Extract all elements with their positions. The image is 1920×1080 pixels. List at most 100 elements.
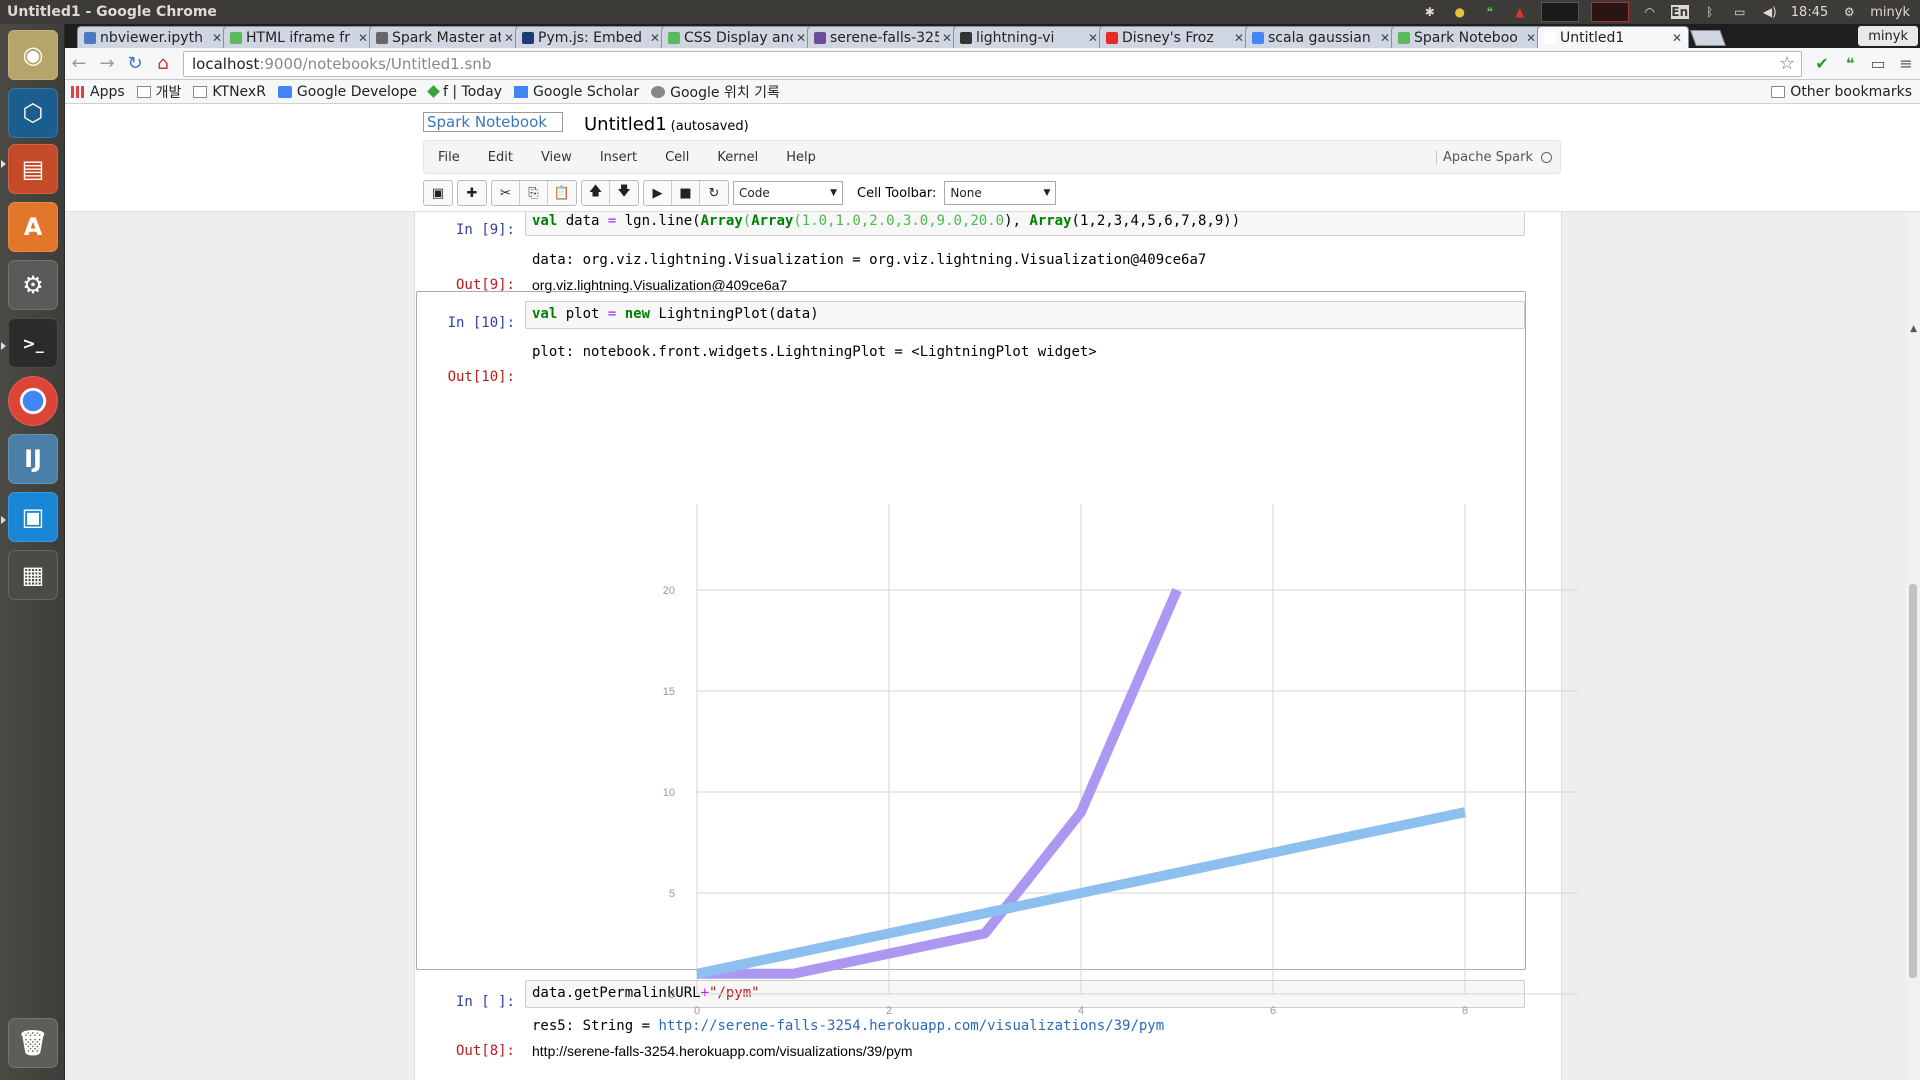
files-icon[interactable]: ▤ [8, 144, 58, 194]
browser-tab[interactable]: Pym.js: Embed ✕ [515, 26, 667, 48]
volume-icon[interactable]: ◀) [1762, 5, 1777, 19]
close-tab-icon[interactable]: ✕ [1671, 30, 1682, 45]
clock[interactable]: 18:45 [1790, 4, 1829, 20]
scroll-up-arrow-icon[interactable]: ▲ [1910, 324, 1917, 334]
cut-icon[interactable]: ✂ [492, 181, 520, 205]
terminal-icon[interactable]: >_ [8, 318, 58, 368]
chrome-icon[interactable] [8, 376, 58, 426]
menu-edit[interactable]: Edit [487, 149, 513, 165]
paste-icon[interactable]: 📋 [553, 185, 571, 201]
intellij-icon[interactable]: IJ [8, 434, 58, 484]
user-name[interactable]: minyk [1870, 4, 1910, 20]
cast-icon[interactable]: ▭ [1870, 54, 1886, 73]
hangouts-icon[interactable]: ❝ [1486, 5, 1494, 19]
warning-icon[interactable]: ▲ [1515, 5, 1525, 19]
dropbox-icon[interactable]: ✱ [1424, 5, 1435, 19]
system-monitor-graph[interactable] [1540, 2, 1579, 22]
address-bar[interactable]: localhost:9000/notebooks/Untitled1.snb ☆ [183, 50, 1802, 77]
system-settings-icon[interactable]: ⚙ [8, 260, 58, 310]
notebook-title[interactable]: Untitled1 (autosaved) [584, 114, 749, 135]
bookmark-item[interactable]: Google Develope [277, 84, 417, 100]
spark-notebook-logo[interactable]: Spark Notebook [423, 112, 563, 132]
menu-cell[interactable]: Cell [665, 149, 690, 165]
keyboard-layout-indicator[interactable]: En [1670, 5, 1689, 19]
bookmark-star-icon[interactable]: ☆ [1778, 53, 1795, 74]
insert-cell-icon[interactable]: ✚ [466, 185, 478, 201]
reload-button[interactable]: ↻ [127, 53, 143, 74]
cell-type-value: Code [739, 186, 770, 200]
bluetooth-icon[interactable]: ᛒ [1706, 5, 1714, 19]
trash-icon[interactable]: 🗑 [8, 1018, 58, 1068]
notebook-name[interactable]: Untitled1 [584, 114, 667, 135]
virtualbox-icon[interactable]: ⬡ [8, 88, 58, 138]
bookmark-item[interactable]: Google Scholar [514, 84, 639, 100]
dash-home-icon[interactable]: ◉ [8, 30, 58, 80]
close-tab-icon[interactable]: ✕ [649, 30, 660, 45]
move-up-icon[interactable]: 🡅 [582, 181, 610, 205]
close-tab-icon[interactable]: ✕ [941, 30, 952, 45]
browser-tab[interactable]: lightning-vi ✕ [953, 26, 1105, 48]
code-cell-10[interactable]: val plot = new LightningPlot(data) [525, 301, 1525, 329]
browser-tab[interactable]: CSS Display and ✕ [661, 26, 813, 48]
forward-button[interactable]: → [99, 53, 115, 74]
cell-type-select[interactable]: Code ▼ [733, 181, 843, 205]
back-button[interactable]: ← [71, 53, 87, 74]
bookmark-item[interactable]: 개발 [136, 82, 181, 102]
close-tab-icon[interactable]: ✕ [1087, 30, 1098, 45]
network-monitor-graph[interactable] [1590, 2, 1629, 22]
browser-tab[interactable]: Disney's Froz ✕ [1099, 26, 1251, 48]
browser-tab[interactable]: Spark Master at ✕ [369, 26, 521, 48]
browser-tab[interactable]: Spark Noteboo ✕ [1391, 26, 1543, 48]
browser-tab[interactable]: Untitled1 ✕ [1537, 26, 1689, 48]
menu-kernel[interactable]: Kernel [717, 149, 759, 165]
restart-icon[interactable]: ↻ [708, 185, 720, 201]
bookmark-item[interactable]: Google 위치 기록 [651, 82, 780, 102]
close-tab-icon[interactable]: ✕ [795, 30, 806, 45]
wifi-icon[interactable]: ◠ [1644, 5, 1656, 19]
page-scrollbar[interactable]: ▲ [1906, 212, 1920, 1080]
software-center-icon[interactable]: A [8, 202, 58, 252]
move-down-icon[interactable]: 🡇 [617, 184, 631, 199]
menu-help[interactable]: Help [786, 149, 816, 165]
cell-toolbar-select[interactable]: None ▼ [944, 181, 1057, 205]
save-icon[interactable]: ▣ [431, 185, 445, 201]
lightning-line-chart[interactable]: 0 2 4 6 8 0 5 10 15 20 [505, 494, 1585, 1034]
close-tab-icon[interactable]: ✕ [211, 30, 222, 45]
selected-cell-border[interactable] [416, 291, 1526, 970]
hangouts-extension-icon[interactable]: ❝ [1845, 54, 1855, 73]
browser-tab[interactable]: HTML iframe fr ✕ [223, 26, 375, 48]
workspace-switcher-icon[interactable]: ▦ [8, 550, 58, 600]
close-tab-icon[interactable]: ✕ [1379, 30, 1390, 45]
permalink-link[interactable]: http://serene-falls-3254.herokuapp.com/v… [658, 1018, 1165, 1034]
browser-tab[interactable]: scala gaussian ✕ [1245, 26, 1397, 48]
scrollbar-thumb[interactable] [1909, 584, 1917, 978]
checkmark-extension-icon[interactable]: ✔ [1815, 54, 1829, 73]
run-icon[interactable]: ▶ [644, 181, 672, 205]
vbox-app-icon[interactable]: ▣ [8, 492, 58, 542]
new-tab-button[interactable] [1690, 30, 1726, 46]
close-tab-icon[interactable]: ✕ [1233, 30, 1244, 45]
other-bookmarks-folder[interactable]: Other bookmarks [1771, 84, 1912, 100]
menu-insert[interactable]: Insert [599, 149, 638, 165]
chrome-menu-icon[interactable]: ≡ [1899, 54, 1913, 73]
close-tab-icon[interactable]: ✕ [357, 30, 368, 45]
bookmark-item[interactable]: KTNexR [193, 84, 266, 100]
stop-icon[interactable]: ■ [672, 181, 700, 205]
browser-tab[interactable]: serene-falls-325 ✕ [807, 26, 959, 48]
home-button[interactable]: ⌂ [157, 53, 169, 74]
bookmark-item[interactable]: Apps [71, 84, 125, 100]
close-tab-icon[interactable]: ✕ [503, 30, 514, 45]
menu-view[interactable]: View [540, 149, 572, 165]
chrome-tray-icon[interactable]: ● [1454, 5, 1466, 19]
bookmark-item[interactable]: f | Today [427, 84, 502, 100]
kernel-name: Apache Spark [1443, 149, 1533, 165]
gear-icon[interactable]: ⚙ [1843, 5, 1855, 19]
menu-file[interactable]: File [438, 149, 460, 165]
close-tab-icon[interactable]: ✕ [1525, 30, 1536, 45]
browser-tab[interactable]: nbviewer.ipyth ✕ [77, 26, 229, 48]
code-cell-9[interactable]: val data = lgn.line(Array(Array(1.0,1.0,… [525, 208, 1525, 236]
bookmark-label: Google 위치 기록 [670, 84, 780, 101]
battery-icon[interactable]: ▭ [1734, 5, 1746, 19]
profile-button[interactable]: minyk [1858, 26, 1918, 46]
copy-icon[interactable]: ⎘ [520, 181, 548, 205]
